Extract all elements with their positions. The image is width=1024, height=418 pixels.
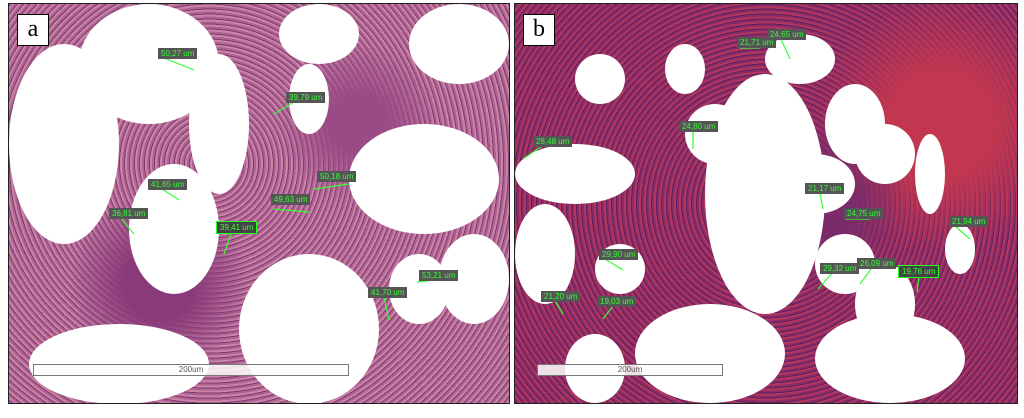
measurement-label: 26,09 um bbox=[857, 258, 897, 269]
measurement-label: 24,75 um bbox=[844, 208, 884, 219]
measurement-label: 19,03 um bbox=[597, 296, 637, 307]
measurement-label: 24,65 um bbox=[767, 29, 807, 40]
measurement-label-selected: 39,41 um bbox=[216, 221, 258, 234]
measurement-label: 50,18 um bbox=[317, 171, 357, 182]
measurement-label: 41,70 um bbox=[368, 287, 408, 298]
measurement-lines bbox=[522, 36, 971, 320]
measurement-label: 21,94 um bbox=[949, 216, 989, 227]
measurement-label: 21,71 um bbox=[737, 37, 777, 48]
measurement-label: 24,80 um bbox=[679, 121, 719, 132]
panel-label: a bbox=[17, 14, 49, 46]
scale-bar: 200um bbox=[33, 364, 349, 376]
panel-label: b bbox=[523, 14, 555, 46]
measurement-label: 21,20 um bbox=[541, 291, 581, 302]
scale-bar: 200um bbox=[537, 364, 723, 376]
measurement-label: 36,81 um bbox=[109, 208, 149, 219]
measurement-lines bbox=[118, 55, 455, 321]
measurement-label: 29,32 um bbox=[820, 263, 860, 274]
measurement-label: 21,17 um bbox=[805, 183, 845, 194]
micrograph-panel-b: b 24,65 um 21,71 um 28,48 um 24,80 um 21… bbox=[514, 3, 1018, 404]
measurement-label: 50,27 um bbox=[158, 48, 198, 59]
measurement-label: 29,90 um bbox=[599, 249, 639, 260]
measurement-label-selected: 19,76 um bbox=[898, 265, 940, 278]
measurement-label: 53,21 um bbox=[419, 270, 459, 281]
measurement-label: 41,65 um bbox=[148, 179, 188, 190]
measurement-label: 49,63 um bbox=[271, 194, 311, 205]
measurement-label: 28,48 um bbox=[533, 136, 573, 147]
measurement-label: 39,79 um bbox=[286, 92, 326, 103]
micrograph-panel-a: a 50,27 um 39,79 um 41,65 um 36,81 um 39… bbox=[8, 3, 510, 404]
